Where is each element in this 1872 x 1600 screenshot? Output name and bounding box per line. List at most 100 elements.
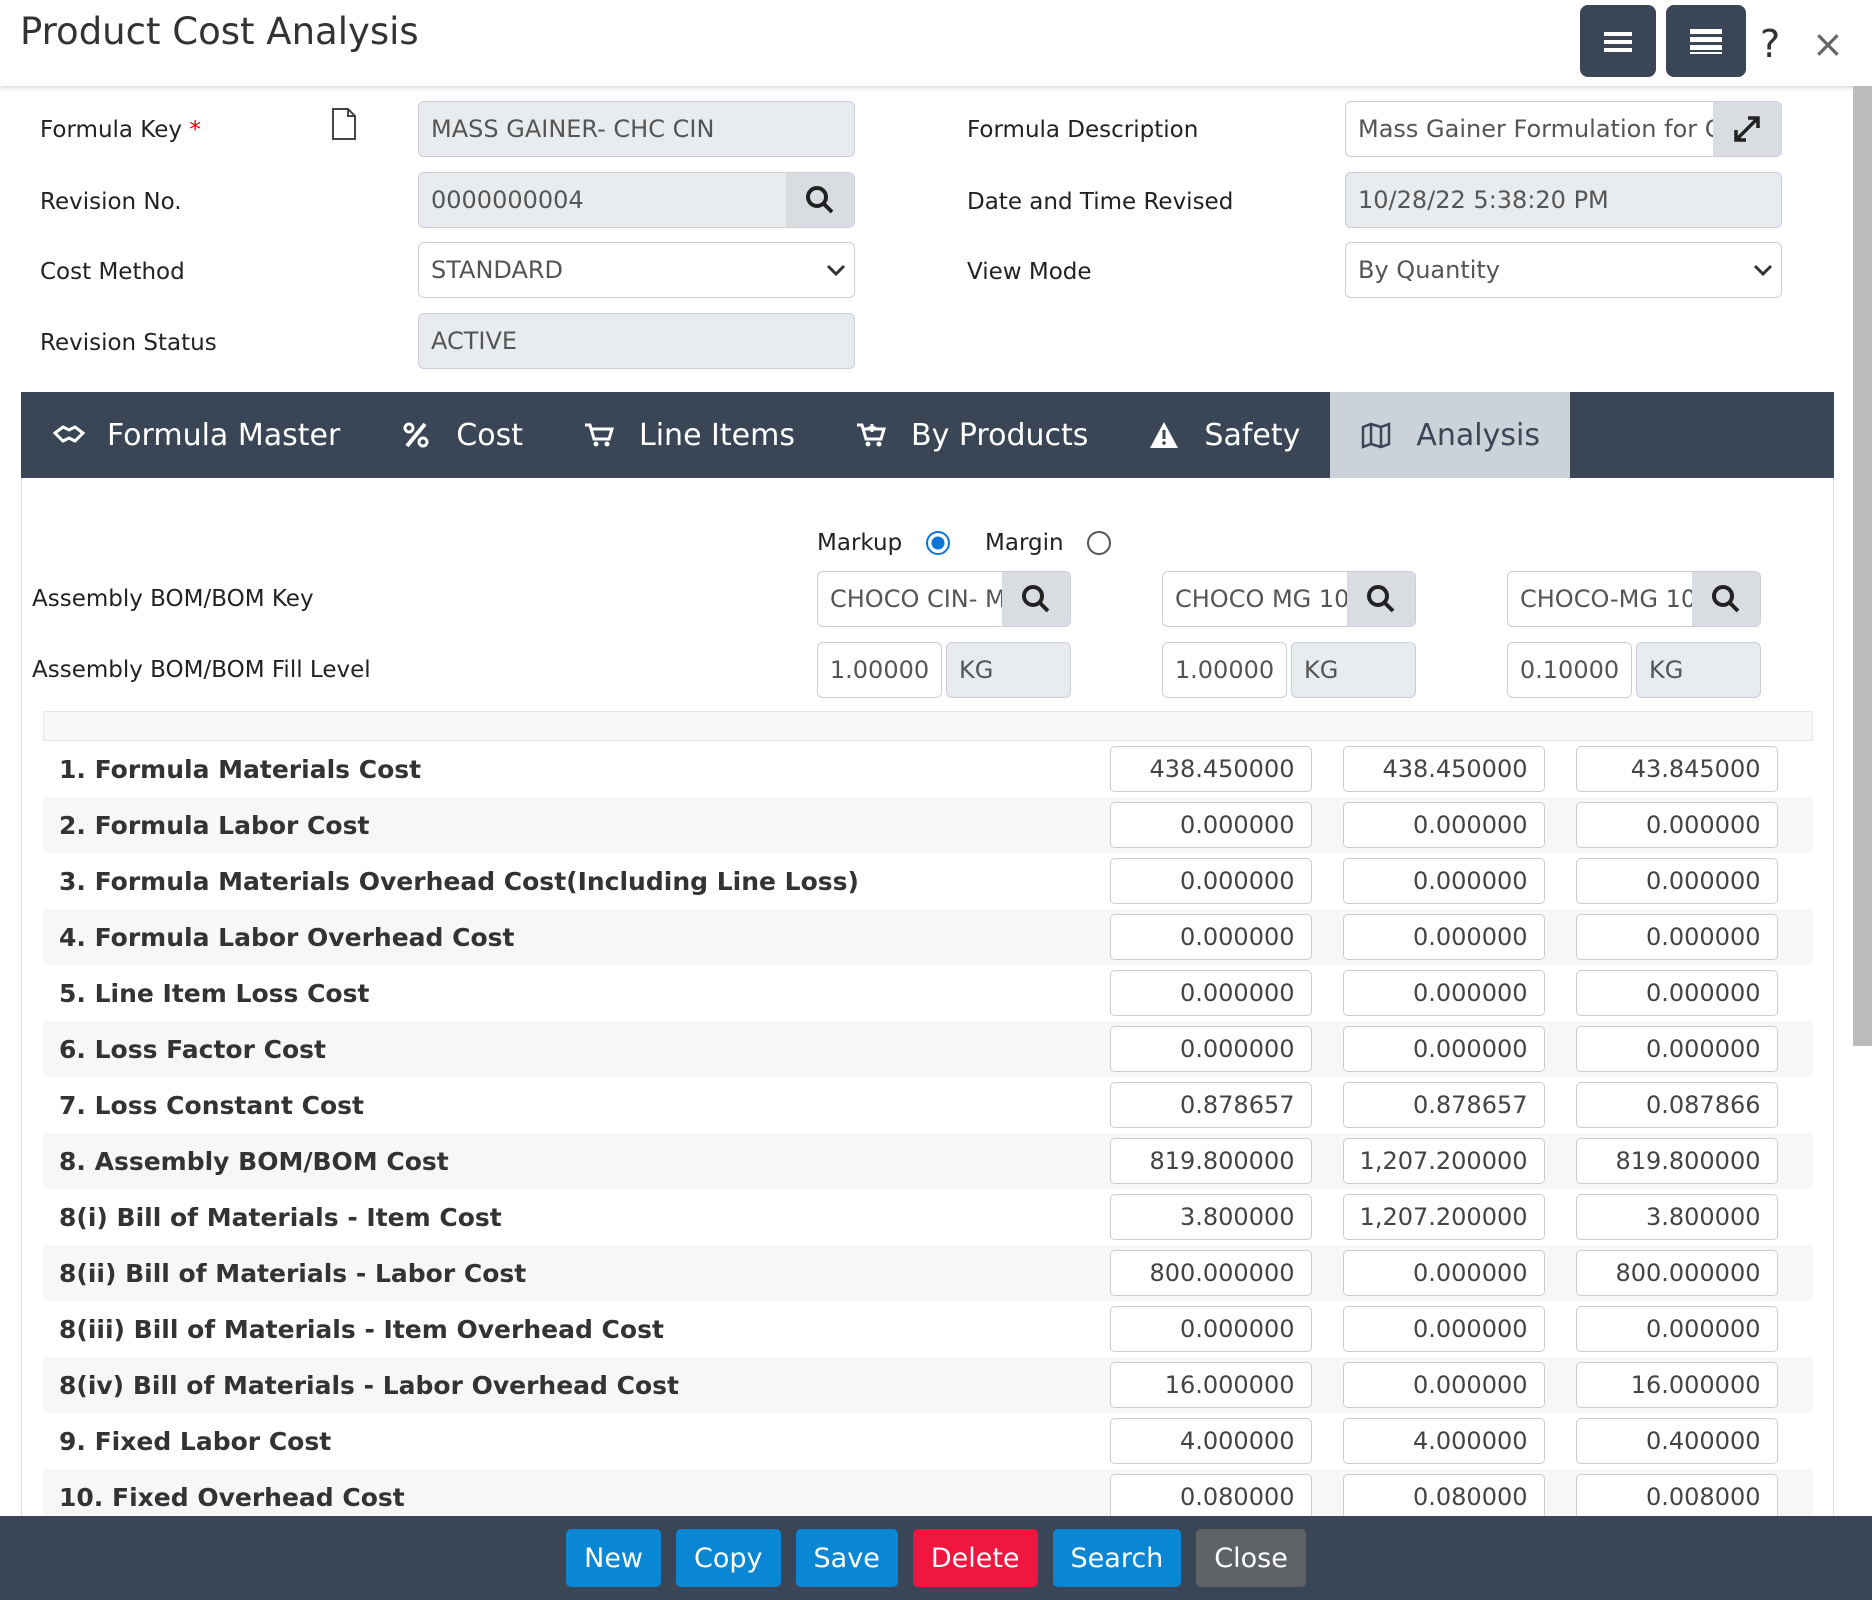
cost-value: 0.000000 [1575, 858, 1778, 904]
cell: 3.800000 [1560, 1194, 1793, 1240]
tab-label: Formula Master [107, 417, 341, 453]
label: View Mode [967, 259, 1092, 285]
tab[interactable]: Cost [370, 392, 553, 478]
description-input[interactable]: Mass Gainer Formulation for C [1345, 101, 1782, 157]
radio-label: Markup [817, 530, 903, 556]
cell: 4.000000 [1327, 1418, 1560, 1464]
label: Revision Status [40, 330, 217, 356]
cell: 800.000000 [1560, 1250, 1793, 1296]
cost-row: 3. Formula Materials Overhead Cost(Inclu… [43, 853, 1813, 909]
cost-row: 7. Loss Constant Cost 0.878657 0.878657 0.0… [43, 1077, 1813, 1133]
cost-value: 438.450000 [1342, 746, 1545, 792]
action-button[interactable]: Search [1052, 1529, 1182, 1587]
cell: 0.400000 [1560, 1418, 1793, 1464]
cost-value: 800.000000 [1575, 1250, 1778, 1296]
cost-row: 6. Loss Factor Cost 0.000000 0.000000 0.000… [43, 1021, 1813, 1077]
expand-button[interactable] [1713, 102, 1781, 156]
action-button[interactable]: Copy [676, 1529, 781, 1587]
tab[interactable]: By Products [825, 392, 1118, 478]
status-input: ACTIVE [418, 313, 855, 369]
cost-method-select[interactable]: STANDARD [418, 242, 855, 298]
action-button[interactable]: New [566, 1529, 662, 1587]
fill-input[interactable]: 1.00000 [817, 642, 942, 698]
cost-value: 0.000000 [1342, 802, 1545, 848]
cost-value: 16.000000 [1109, 1362, 1312, 1408]
action-button[interactable]: Delete [912, 1529, 1038, 1587]
radio-markup[interactable] [925, 530, 951, 556]
row-label: 8(iii) Bill of Materials - Item Overhead… [59, 1314, 664, 1344]
row-label: 5. Line Item Loss Cost [59, 978, 370, 1008]
cell: 438.450000 [1327, 746, 1560, 792]
cost-value: 0.000000 [1109, 914, 1312, 960]
revision-input[interactable]: 0000000004 [418, 172, 855, 228]
cell: 0.000000 [1094, 914, 1327, 960]
cell: 0.000000 [1560, 802, 1793, 848]
bom-key-input[interactable]: CHOCO MG 10 [1162, 571, 1416, 627]
cost-value: 0.080000 [1342, 1474, 1545, 1518]
cost-value: 0.000000 [1575, 970, 1778, 1016]
tab-icon [52, 425, 85, 443]
row-label: 9. Fixed Labor Cost [59, 1426, 332, 1456]
cost-row: 8. Assembly BOM/BOM Cost 819.800000 1,207.… [43, 1133, 1813, 1189]
search-button[interactable] [1692, 572, 1760, 626]
formula-key-input[interactable]: MASS GAINER- CHC CIN [418, 101, 855, 157]
scrollbar [1853, 86, 1872, 1046]
cell: 0.000000 [1560, 970, 1793, 1016]
help[interactable]: ? [1760, 22, 1781, 66]
cell: 0.000000 [1327, 914, 1560, 960]
cost-value: 0.878657 [1109, 1082, 1312, 1128]
bom-key-input[interactable]: CHOCO-MG 10 [1507, 571, 1761, 627]
cell: 0.000000 [1094, 1306, 1327, 1352]
cost-value: 0.000000 [1342, 914, 1545, 960]
tab[interactable]: Line Items [553, 392, 825, 478]
label-text: Formula Key [40, 117, 183, 143]
value: 0000000004 [431, 186, 584, 214]
view-mode-select[interactable]: By Quantity [1345, 242, 1782, 298]
tab[interactable]: Safety [1118, 392, 1330, 478]
action-button[interactable]: Close [1196, 1529, 1306, 1587]
row-label: 8(iv) Bill of Materials - Labor Overhead… [59, 1370, 680, 1400]
row-label: 4. Formula Labor Overhead Cost [59, 922, 515, 952]
row-label: 8(i) Bill of Materials - Item Cost [59, 1202, 502, 1232]
label: Revision No. [40, 189, 182, 215]
cost-value: 0.000000 [1342, 1362, 1545, 1408]
layout-button[interactable] [1666, 5, 1746, 77]
tab-icon [1362, 422, 1391, 449]
action-button[interactable]: Save [795, 1529, 898, 1587]
row-label: 8(ii) Bill of Materials - Labor Cost [59, 1258, 527, 1288]
footer: New Copy Save Delete Search Close [0, 1516, 1872, 1600]
cell: 819.800000 [1094, 1138, 1327, 1184]
search-button[interactable] [786, 173, 854, 227]
radio-margin[interactable] [1086, 530, 1112, 556]
cost-value: 0.000000 [1109, 1026, 1312, 1072]
menu-button[interactable] [1580, 5, 1656, 77]
cell: 0.000000 [1327, 1026, 1560, 1072]
search-button[interactable] [1347, 572, 1415, 626]
cost-value: 0.000000 [1575, 1306, 1778, 1352]
cell: 4.000000 [1094, 1418, 1327, 1464]
label: Date and Time Revised [967, 189, 1234, 215]
fill-input[interactable]: 0.10000 [1507, 642, 1632, 698]
tab-icon [403, 422, 429, 448]
cost-value: 16.000000 [1575, 1362, 1778, 1408]
cost-value: 0.000000 [1575, 1026, 1778, 1072]
cost-value: 0.000000 [1109, 858, 1312, 904]
menu-icon [1604, 32, 1632, 52]
cost-value: 3.800000 [1109, 1194, 1312, 1240]
analysis-panel: Markup Margin Assembly BOM/BOM Key Assem… [21, 478, 1834, 1518]
cost-value: 0.878657 [1342, 1082, 1545, 1128]
value: CHOCO MG 10 [1175, 585, 1350, 613]
fill-input[interactable]: 1.00000 [1162, 642, 1287, 698]
search-button[interactable] [1002, 572, 1070, 626]
cell: 0.000000 [1560, 1306, 1793, 1352]
tab-label: Cost [456, 417, 523, 453]
doc-icon [332, 108, 356, 140]
tab-icon [1150, 422, 1179, 448]
bom-key-input[interactable]: CHOCO CIN- M [817, 571, 1071, 627]
close-x[interactable]: × [1812, 22, 1844, 66]
cost-table: 1. Formula Materials Cost 438.450000 438.4… [22, 741, 1832, 1518]
cost-value: 0.000000 [1342, 858, 1545, 904]
tab[interactable]: Formula Master [21, 392, 370, 478]
row-label: 1. Formula Materials Cost [59, 754, 422, 784]
tab[interactable]: Analysis [1330, 392, 1570, 478]
